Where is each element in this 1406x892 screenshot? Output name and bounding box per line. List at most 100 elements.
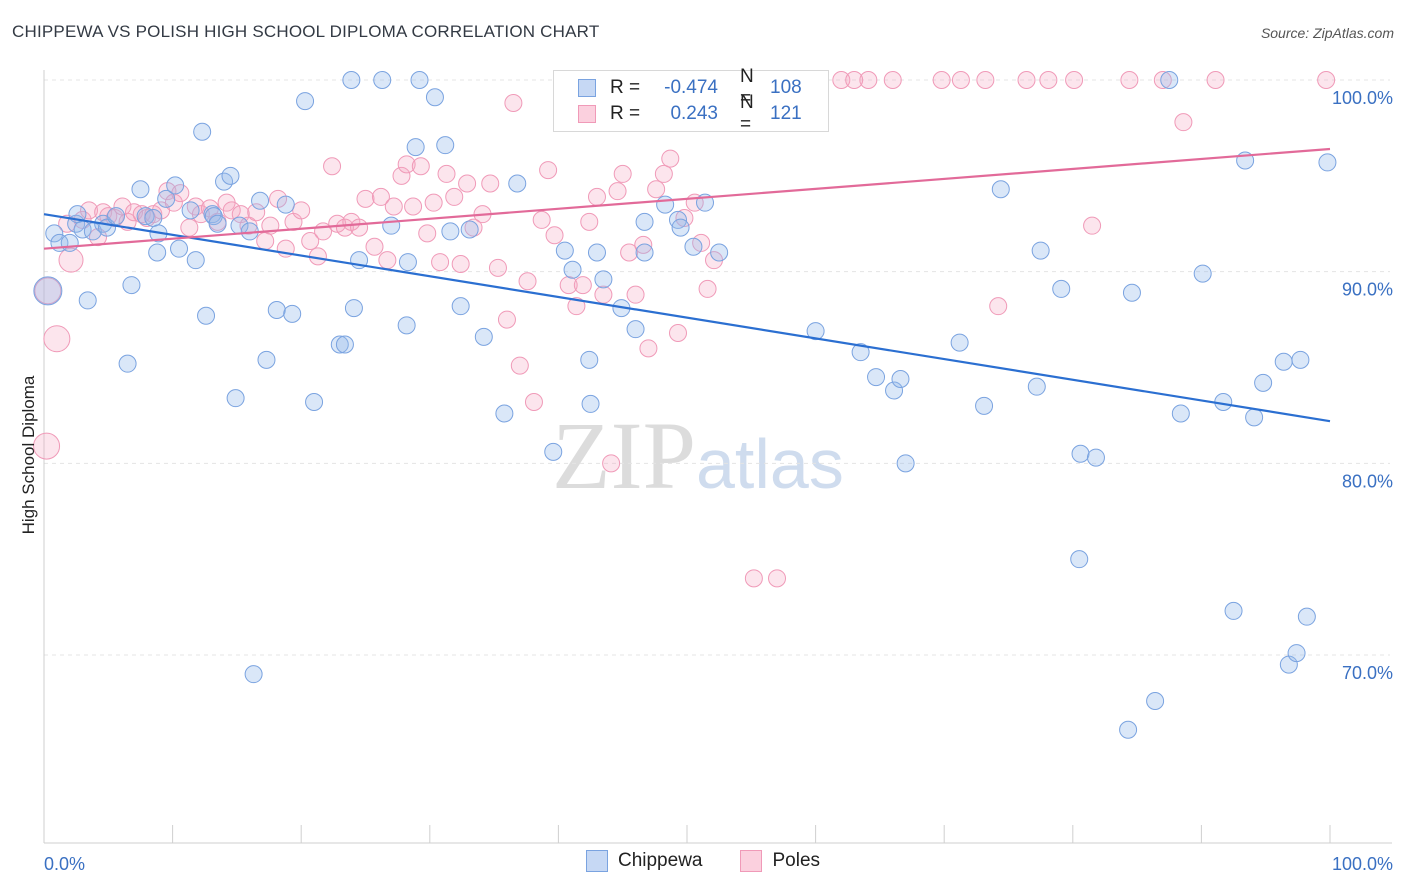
poles-point [1317,71,1336,89]
y-axis-title: High School Diploma [19,375,38,534]
watermark-atlas: atlas [696,425,844,503]
chippewa-point [587,243,606,262]
chippewa-point [1245,408,1264,427]
chippewa-point [45,224,64,243]
poles-point [397,155,416,174]
poles-point [698,279,717,298]
chippewa-point [474,327,493,346]
poles-point [504,94,523,112]
chippewa-point [166,176,185,195]
legend-r-value: 0.243 [670,103,718,124]
poles-point [1153,71,1172,89]
grid-lines [44,79,1390,656]
chippewa-point [276,195,295,214]
poles-point [34,277,62,305]
chippewa-point [283,304,302,323]
poles-point [89,228,108,247]
series-legend: Chippewa Poles [0,850,1406,872]
poles-points [33,71,1336,588]
chippewa-point [244,665,263,684]
chippewa-point [382,216,401,235]
poles-point [845,71,864,89]
y-tick-label: 70.0% [1342,663,1393,683]
legend-row-chippewa: R = -0.474 N = 108 [554,66,802,109]
poles-point [437,164,456,183]
chippewa-point [1254,373,1273,392]
poles-point [594,285,613,304]
poles-point [883,71,902,89]
poles-point [292,201,311,220]
chippewa-point [330,335,349,354]
poles-point [404,197,423,216]
chippewa-point [344,299,363,318]
chippewa-point [1031,241,1050,260]
chippewa-point [398,253,417,272]
chippewa-point [710,243,729,262]
poles-point [675,209,694,227]
chippewa-point [197,306,216,325]
chippewa-point [122,276,141,295]
chippewa-point [460,220,479,239]
poles-point [545,226,564,245]
y-tick-label: 100.0% [1332,88,1393,108]
chippewa-point [555,241,574,260]
chippewa-point [226,389,245,408]
poles-point [418,224,437,243]
poles-point [951,71,970,89]
chippewa-point [33,276,63,306]
chippewa-point [397,316,416,335]
poles-point [239,216,258,235]
poles-point [539,161,558,180]
chippewa-point [580,350,599,369]
legend-item-poles[interactable]: Poles [740,850,820,872]
source-label: Source: ZipAtlas.com [1260,25,1394,41]
poles-point [661,149,680,168]
chippewa-point [136,207,155,226]
poles-point [43,325,71,353]
chippewa-point [1071,444,1090,463]
poles-point [647,180,666,199]
poles-point [573,276,592,295]
tick-labels: 70.0% 80.0% 90.0% 100.0% 0.0% 100.0% High Scho… [19,88,1393,874]
chippewa-point [626,320,645,339]
chippewa-trend-line [43,213,1331,423]
chippewa-point [1274,352,1293,371]
poles-point [350,218,369,237]
poles-point [458,174,477,193]
chippewa-point [806,322,825,341]
poles-point [323,157,342,176]
poles-point [384,197,403,216]
poles-point [989,297,1008,316]
poles-point [744,569,763,588]
poles-point [634,235,653,254]
chippewa-point [1287,644,1306,663]
chippewa-point [1052,279,1071,298]
chippewa-point [1146,692,1165,710]
chippewa-point [118,354,137,373]
chippewa-point [193,122,212,141]
chippewa-point [373,71,392,89]
chippewa-point [594,270,613,289]
poles-point [1065,71,1084,89]
chippewa-point [851,343,870,362]
legend-item-chippewa[interactable]: Chippewa [585,850,702,872]
chippewa-point [1119,720,1138,739]
chippewa-point [148,243,167,262]
chippewa-point [1193,264,1212,283]
poles-point [451,255,470,273]
poles-point [497,310,516,329]
poles-point [620,243,639,262]
poles-point [580,212,599,231]
x-tick-label: 100.0% [1332,854,1393,874]
chippewa-point [451,297,470,316]
chippewa-point [684,237,703,256]
poles-point [626,285,645,304]
legend-swatch-chippewa [585,850,608,872]
chippewa-point [1027,377,1046,396]
poles-point [587,187,606,206]
chippewa-point [563,260,582,279]
y-tick-label: 90.0% [1342,280,1393,300]
poles-point [1039,71,1058,89]
chippewa-point [495,404,514,423]
